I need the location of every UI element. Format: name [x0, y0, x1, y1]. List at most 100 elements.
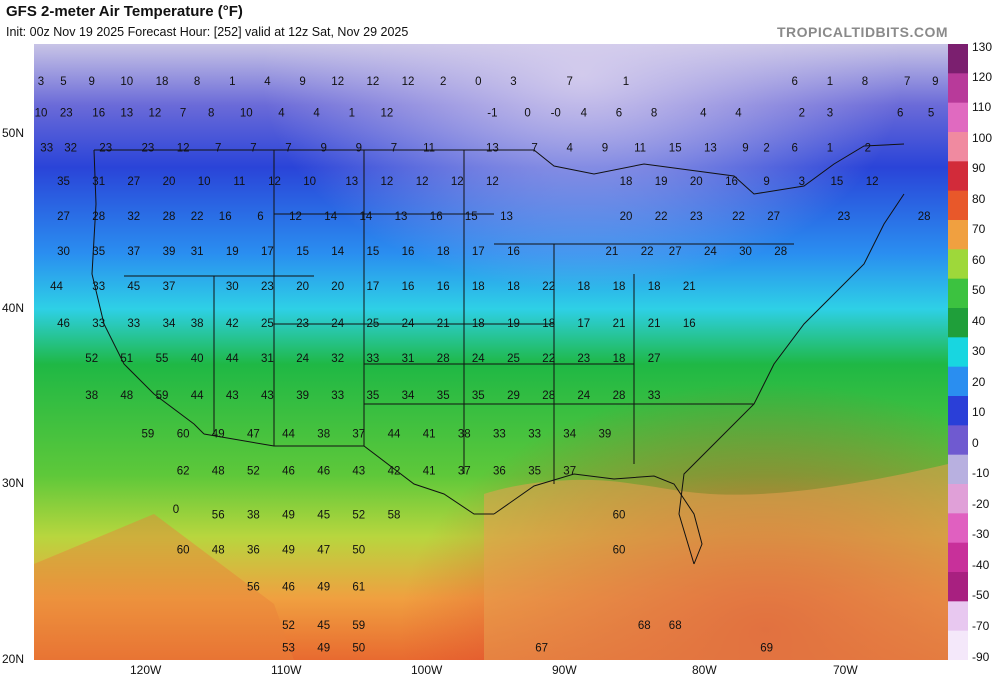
temperature-value: 33: [331, 390, 344, 402]
temperature-value: 20: [163, 176, 176, 188]
temperature-value: 40: [191, 353, 204, 365]
temperature-value: 48: [212, 466, 225, 478]
temperature-value: 17: [367, 281, 380, 293]
temperature-value: 28: [918, 211, 931, 223]
temperature-value: 22: [641, 246, 654, 258]
temperature-value: 8: [194, 76, 200, 88]
temperature-value: 60: [177, 544, 190, 556]
temperature-value: 58: [388, 509, 401, 521]
forecast-info: Init: 00z Nov 19 2025 Forecast Hour: [25…: [6, 25, 409, 39]
temperature-value: 21: [648, 318, 661, 330]
temperature-value: 62: [177, 466, 190, 478]
temperature-value: 10: [240, 107, 253, 119]
colorbar-segment: [948, 132, 968, 162]
colorbar-label: 10: [972, 405, 986, 419]
colorbar-label: 60: [972, 253, 986, 267]
colorbar-segment: [948, 249, 968, 280]
temperature-value: 8: [208, 107, 214, 119]
lat-label: 50N: [2, 126, 25, 140]
temperature-value: 37: [458, 466, 471, 478]
temperature-value: 47: [247, 429, 260, 441]
temperature-value: 10: [35, 107, 48, 119]
temperature-value: 9: [299, 76, 305, 88]
temperature-value: 9: [320, 143, 326, 155]
temperature-value: 33: [367, 353, 380, 365]
temperature-value: 59: [142, 429, 155, 441]
temperature-value: 44: [388, 429, 401, 441]
temperature-value: 46: [317, 466, 330, 478]
temperature-value: 1: [827, 76, 833, 88]
temperature-value: 18: [577, 281, 590, 293]
temperature-value: 59: [156, 390, 169, 402]
lat-label: 30N: [2, 476, 25, 490]
temperature-value: 44: [226, 353, 239, 365]
temperature-value: 22: [191, 211, 204, 223]
temperature-value: 43: [261, 390, 274, 402]
temperature-value: 49: [282, 509, 295, 521]
colorbar-segment: [948, 601, 968, 632]
colorbar-label: 0: [972, 436, 979, 450]
temperature-value: 12: [381, 176, 394, 188]
temperature-value: 43: [352, 466, 365, 478]
temperature-value: 60: [613, 509, 626, 521]
temperature-value: 23: [577, 353, 590, 365]
temperature-value: 60: [177, 429, 190, 441]
temperature-value: 15: [296, 246, 309, 258]
colorbar-label: 100: [972, 131, 993, 145]
temperature-value: 11: [423, 143, 435, 155]
colorbar-segment: [948, 278, 968, 309]
temperature-value: 3: [38, 76, 44, 88]
temperature-value: 44: [50, 281, 63, 293]
temperature-value: 9: [742, 143, 748, 155]
temperature-value: 24: [402, 318, 415, 330]
temperature-value: 9: [602, 143, 608, 155]
colorbar-label: 40: [972, 314, 986, 328]
temperature-value: 45: [127, 281, 140, 293]
temperature-value: 30: [739, 246, 752, 258]
boundary-lines: [91, 143, 905, 565]
temperature-value: 38: [317, 429, 330, 441]
temperature-value: 22: [655, 211, 668, 223]
temperature-value: 23: [60, 107, 73, 119]
colorbar-segment: [948, 337, 968, 368]
temperature-value: 24: [296, 353, 309, 365]
colorbar-segment: [948, 572, 968, 602]
temperature-value: 27: [767, 211, 780, 223]
temperature-value: 7: [904, 76, 910, 88]
lat-label: 20N: [2, 652, 25, 666]
temperature-value: 7: [250, 143, 256, 155]
lat-label: 40N: [2, 301, 25, 315]
lon-label: 90W: [552, 663, 577, 677]
colorbar-label: -70: [972, 619, 990, 633]
colorbar-label: -10: [972, 466, 990, 480]
colorbar-label: -30: [972, 527, 990, 541]
temperature-value: 23: [142, 143, 155, 155]
temperature-value: 27: [648, 353, 661, 365]
colorbar-segment: [948, 396, 968, 426]
colorbar-label: -90: [972, 650, 990, 664]
temperature-value: 19: [507, 318, 520, 330]
temperature-value: 49: [317, 581, 330, 593]
temperature-value: 28: [92, 211, 105, 223]
temperature-value: 35: [57, 176, 70, 188]
temperature-value: 68: [669, 620, 682, 632]
colorbar-segment: [948, 454, 968, 485]
temperature-value: 4: [264, 76, 271, 88]
temperature-value: 22: [542, 281, 555, 293]
temperature-value: 23: [690, 211, 703, 223]
temperature-value: 20: [331, 281, 344, 293]
temperature-value: 6: [897, 107, 903, 119]
gulf-warm-water: [484, 464, 948, 660]
temperature-value: 0: [475, 76, 481, 88]
temperature-value: 48: [120, 390, 133, 402]
temperature-value: 69: [760, 643, 773, 655]
temperature-value: 32: [64, 143, 77, 155]
temperature-value: 38: [85, 390, 98, 402]
temperature-value: 15: [831, 176, 844, 188]
temperature-value: 35: [528, 466, 541, 478]
temperature-value: 46: [282, 466, 295, 478]
temperature-value: 50: [352, 544, 365, 556]
temperature-value: 12: [416, 176, 429, 188]
temperature-value: 17: [577, 318, 590, 330]
temperature-value: 52: [352, 509, 365, 521]
